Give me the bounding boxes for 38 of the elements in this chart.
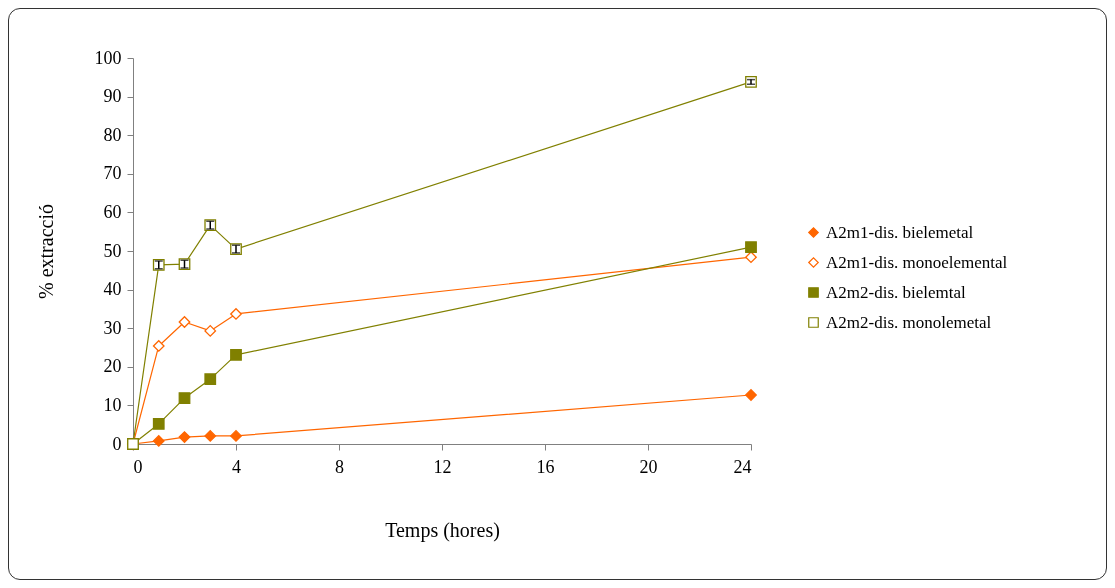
point xyxy=(230,430,242,442)
point xyxy=(204,373,217,386)
point xyxy=(204,430,217,442)
x-tick-label: 20 xyxy=(639,456,658,477)
legend-label: A2m1-dis. monoelemental xyxy=(826,252,1008,272)
point xyxy=(178,316,191,328)
y-tick-label: 30 xyxy=(103,317,122,338)
point xyxy=(152,435,165,447)
point xyxy=(178,392,191,404)
point xyxy=(745,389,757,401)
y-tick-label: 0 xyxy=(112,433,122,454)
x-tick-label: 16 xyxy=(536,456,555,477)
x-tick-label: 24 xyxy=(733,456,752,477)
legend-label: A2m2-dis. monolemetal xyxy=(826,312,992,332)
y-tick-label: 40 xyxy=(103,279,122,300)
y-tick-label: 90 xyxy=(103,86,122,107)
y-tick-label: 60 xyxy=(103,201,122,222)
x-tick-label: 4 xyxy=(232,456,241,477)
y-axis-title: % extracció xyxy=(34,204,57,299)
point xyxy=(230,308,242,320)
legend-label: A2m1-dis. bielemetal xyxy=(826,222,974,242)
point xyxy=(178,431,191,443)
legend-label: A2m2-dis. bielemtal xyxy=(826,282,967,302)
y-tick-label: 50 xyxy=(103,240,122,261)
x-tick-label: 0 xyxy=(133,456,143,477)
x-tick-label: 12 xyxy=(433,456,452,477)
point xyxy=(230,348,242,361)
y-tick-label: 100 xyxy=(94,47,122,68)
y-tick-label: 80 xyxy=(103,124,122,145)
x-tick-label: 8 xyxy=(335,456,344,477)
y-tick-label: 20 xyxy=(103,356,122,377)
point xyxy=(152,340,165,352)
point xyxy=(745,241,757,254)
y-tick-label: 70 xyxy=(103,163,122,184)
y-tick-label: 10 xyxy=(103,394,122,415)
point xyxy=(152,418,165,430)
x-axis-title: Temps (hores) xyxy=(385,518,500,542)
point xyxy=(204,325,217,337)
